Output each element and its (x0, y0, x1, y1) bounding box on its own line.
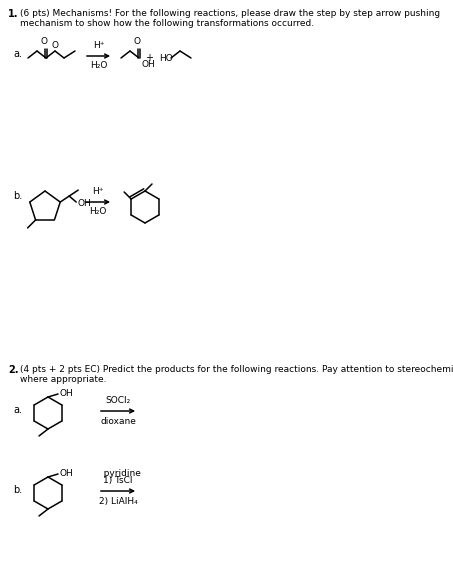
Text: 2) LiAlH₄: 2) LiAlH₄ (99, 497, 137, 506)
Text: SOCl₂: SOCl₂ (106, 396, 130, 405)
Text: H₂O: H₂O (90, 61, 107, 70)
Text: O: O (134, 37, 140, 46)
Text: O: O (52, 41, 58, 50)
Text: a.: a. (13, 49, 22, 59)
Text: (4 pts + 2 pts EC) Predict the products for the following reactions. Pay attenti: (4 pts + 2 pts EC) Predict the products … (20, 365, 453, 374)
Text: 2.: 2. (8, 365, 19, 375)
Text: HO: HO (159, 53, 173, 62)
Text: OH: OH (77, 199, 91, 208)
Text: b.: b. (13, 485, 22, 495)
Text: (6 pts) Mechanisms! For the following reactions, please draw the step by step ar: (6 pts) Mechanisms! For the following re… (20, 9, 440, 18)
Text: H⁺: H⁺ (93, 41, 104, 50)
Text: 1) TsCl: 1) TsCl (103, 476, 133, 485)
Text: a.: a. (13, 405, 22, 415)
Text: OH: OH (59, 468, 73, 477)
Text: OH: OH (141, 60, 155, 69)
Text: H⁺: H⁺ (92, 187, 104, 196)
Text: O: O (40, 37, 48, 46)
Text: pyridine: pyridine (95, 469, 141, 478)
Text: mechanism to show how the following transformations occurred.: mechanism to show how the following tran… (20, 19, 314, 28)
Text: OH: OH (59, 389, 73, 398)
Text: b.: b. (13, 191, 22, 201)
Text: dioxane: dioxane (100, 417, 136, 426)
Text: H₂O: H₂O (89, 207, 107, 216)
Text: +: + (145, 53, 153, 63)
Text: 1.: 1. (8, 9, 19, 19)
Text: where appropriate.: where appropriate. (20, 375, 106, 384)
